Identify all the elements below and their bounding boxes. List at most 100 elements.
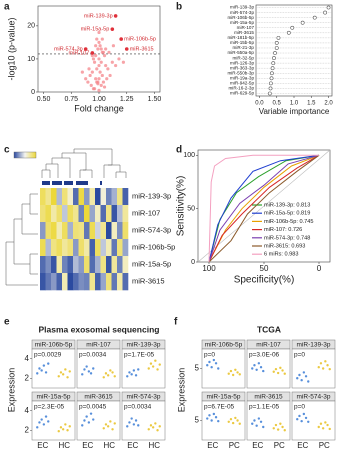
point (234, 368, 237, 371)
point (300, 419, 303, 423)
point (276, 371, 280, 375)
point (110, 60, 114, 64)
y-tick-label: 5 (195, 416, 200, 425)
subplot-title: miR-107 (256, 342, 281, 349)
point (206, 364, 209, 367)
row-label: miR-3615 (132, 276, 165, 285)
point (307, 420, 310, 423)
point (36, 372, 39, 375)
category-label: miR-550b-3p (227, 70, 254, 75)
category-label: miR-32-5p (233, 55, 255, 60)
point (149, 424, 153, 427)
row-label: miR-15a-5p (132, 259, 171, 268)
y-tick-label: 20 (27, 23, 35, 30)
point (262, 369, 265, 373)
category-label: miR-139-3p (230, 5, 254, 10)
subplot-title: miR-139-3p (297, 342, 331, 349)
point (229, 369, 233, 373)
point (87, 67, 91, 71)
point (68, 425, 71, 428)
p-value: p=3.0E-06 (249, 352, 280, 359)
heat-cell (56, 239, 63, 257)
x-tick-label: 0 (317, 264, 322, 273)
y-tick-label: 4 (25, 406, 30, 415)
point (274, 423, 278, 427)
point (300, 379, 303, 382)
point (68, 370, 71, 373)
point (272, 370, 275, 373)
point (81, 373, 84, 376)
point (147, 367, 150, 370)
heat-cell (122, 256, 129, 274)
point (317, 366, 320, 369)
point (147, 428, 150, 431)
point (328, 427, 331, 431)
point (229, 418, 233, 421)
point (304, 375, 308, 378)
heat-cell (84, 188, 90, 206)
point (255, 424, 258, 427)
point (95, 37, 99, 41)
point (66, 429, 69, 432)
point (259, 366, 263, 369)
point (66, 376, 69, 379)
x-tick-label: PC (319, 441, 330, 450)
subplot-title: miR-3615 (84, 394, 113, 401)
x-tick-label: EC (252, 441, 263, 450)
y-axis-label: Sensitivity(%) (176, 176, 187, 237)
roc-curve (208, 154, 320, 263)
point (283, 429, 286, 432)
category-label: miR-16-2-3p (228, 86, 254, 91)
heat-cell (56, 256, 63, 274)
point (101, 80, 106, 84)
heat-cell (111, 205, 118, 223)
point (97, 30, 101, 35)
point (114, 63, 118, 68)
heat-cell (67, 222, 74, 240)
x-tick-label: HC (148, 441, 160, 450)
x-tick-label: 0.5 (273, 101, 282, 107)
point (296, 377, 299, 380)
heat-cell (73, 256, 79, 274)
point (85, 365, 88, 368)
category-label: miR-629-5p (230, 91, 254, 96)
point (105, 77, 109, 81)
y-tick-label: 2 (25, 373, 30, 382)
panel-letter: e (4, 317, 10, 328)
point (121, 60, 125, 64)
point (92, 87, 97, 91)
dot (276, 35, 281, 40)
panel-title: TCGA (257, 324, 281, 334)
point (106, 374, 110, 377)
point (38, 367, 41, 370)
x-tick-label: EC (127, 441, 138, 450)
point (274, 367, 278, 371)
legend-label: miR-107: 0.726 (264, 227, 302, 233)
heat-cell (40, 239, 46, 257)
heat-cell (45, 256, 52, 274)
subplot-title: miR-107 (86, 342, 111, 349)
point (279, 422, 282, 425)
point (259, 420, 263, 423)
point (91, 57, 96, 61)
heat-cell (111, 273, 118, 291)
category-label: miR-21-3p (233, 45, 255, 50)
point (326, 423, 329, 427)
heat-cell (84, 256, 90, 274)
heat-cell (122, 239, 129, 257)
heat-cell (100, 256, 107, 274)
x-tick-label: EC (207, 441, 218, 450)
heat-cell (51, 188, 57, 206)
heat-cell (122, 273, 129, 291)
point (253, 364, 256, 367)
heat-cell (73, 188, 79, 206)
heat-cell (67, 256, 74, 274)
p-value: p=0.0034 (79, 352, 107, 359)
point (227, 372, 230, 375)
y-axis-label: Expression (176, 368, 186, 413)
point (64, 368, 67, 371)
point (281, 425, 284, 429)
point (298, 414, 301, 418)
